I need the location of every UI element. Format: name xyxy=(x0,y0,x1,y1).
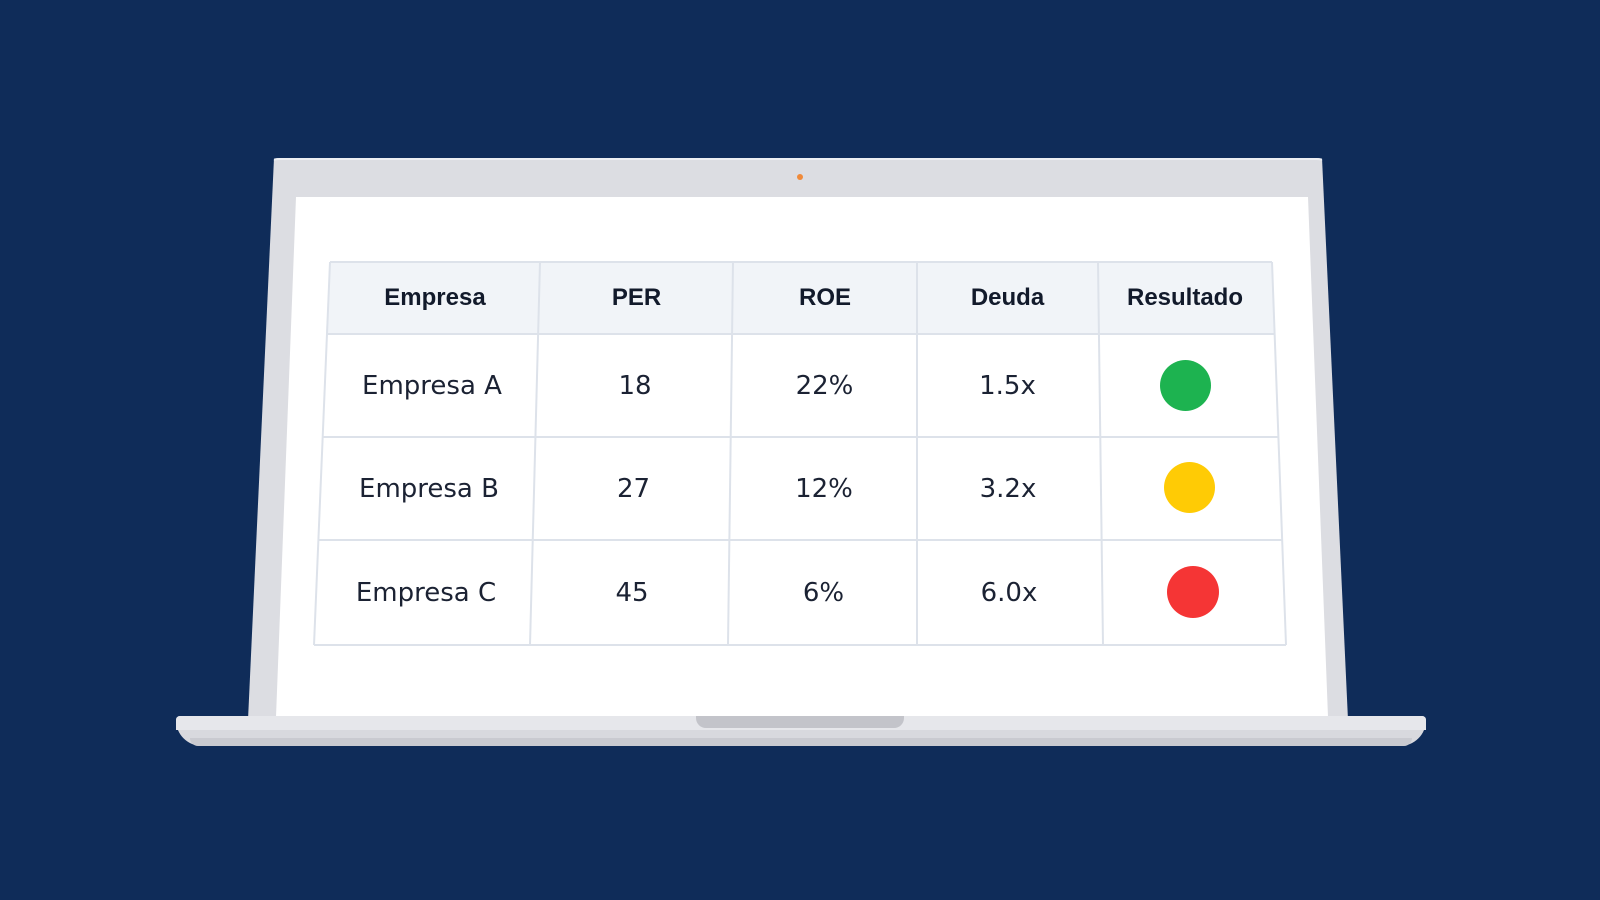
table-row-a-per: 18 xyxy=(618,370,652,401)
header-resultado: Resultado xyxy=(1126,284,1243,311)
header-roe: ROE xyxy=(798,284,851,311)
table-column-divider xyxy=(529,261,541,646)
laptop-base-shadow xyxy=(190,738,1412,746)
table-row-c-empresa: Empresa C xyxy=(355,577,497,608)
table-header-background xyxy=(326,262,1275,334)
table-column-divider xyxy=(727,261,734,646)
table-row-c-deuda: 6.0x xyxy=(980,577,1038,608)
table-column-divider xyxy=(1097,261,1104,646)
table-row-b-empresa: Empresa B xyxy=(359,473,499,504)
table-row-c-per: 45 xyxy=(615,577,649,608)
header-empresa: Empresa xyxy=(384,284,486,311)
table-row-c-roe: 6% xyxy=(802,577,845,608)
table-column-divider xyxy=(1271,261,1287,646)
laptop-notch xyxy=(696,716,904,728)
status-dot-green xyxy=(1160,360,1211,411)
table-row-a-roe: 22% xyxy=(795,370,854,401)
status-dot-yellow xyxy=(1164,462,1215,513)
table-row-a-deuda: 1.5x xyxy=(979,370,1036,401)
camera-icon xyxy=(797,174,803,180)
table-row-b-per: 27 xyxy=(616,473,651,504)
table-column-divider xyxy=(313,261,331,646)
status-dot-red xyxy=(1167,566,1219,618)
table-row-a-empresa: Empresa A xyxy=(362,370,502,401)
table-row-b-roe: 12% xyxy=(795,473,853,504)
table-row-b-deuda: 3.2x xyxy=(979,473,1037,504)
header-deuda: Deuda xyxy=(970,284,1045,311)
header-per: PER xyxy=(611,284,662,311)
